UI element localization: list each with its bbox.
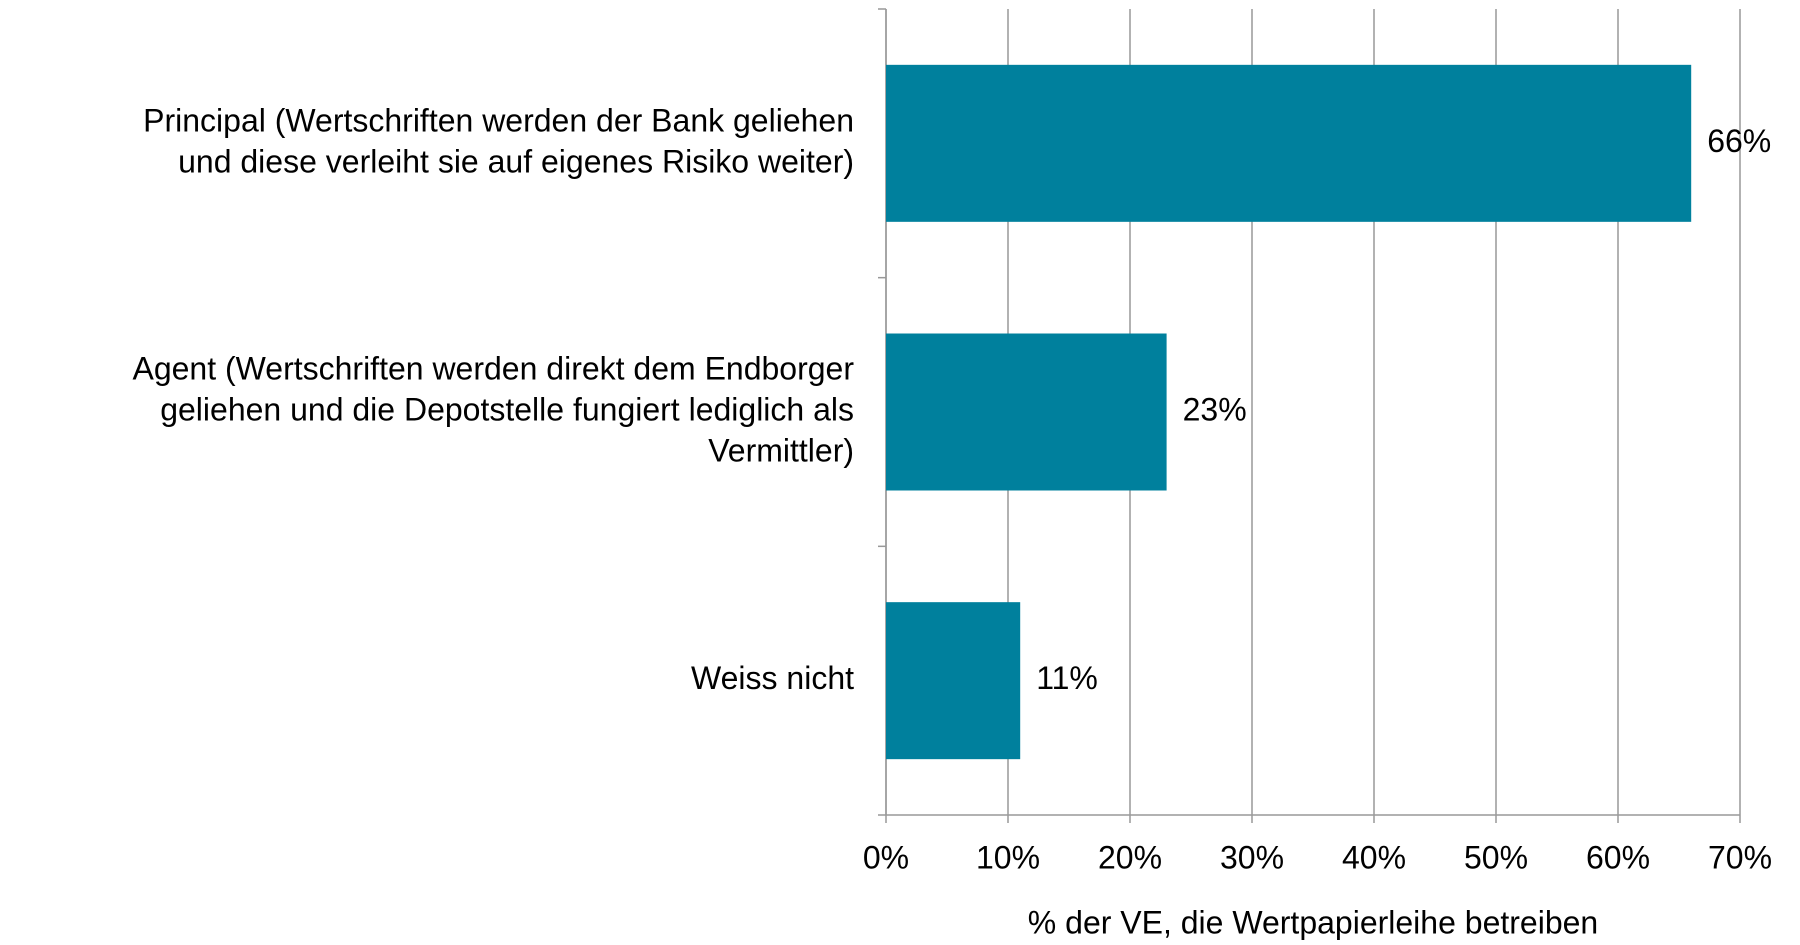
bar bbox=[886, 602, 1021, 760]
x-tick-label: 20% bbox=[1098, 839, 1162, 875]
x-tick-label: 60% bbox=[1586, 839, 1650, 875]
data-label: 66% bbox=[1707, 123, 1771, 159]
x-axis-label: % der VE, die Wertpapierleihe betreiben bbox=[1028, 904, 1598, 940]
y-tick-label: und diese verleiht sie auf eigenes Risik… bbox=[178, 143, 854, 179]
x-tick-label: 0% bbox=[863, 839, 909, 875]
data-label: 11% bbox=[1036, 660, 1098, 696]
bar bbox=[886, 64, 1692, 222]
y-tick-label: geliehen und die Depotstelle fungiert le… bbox=[160, 391, 854, 427]
x-tick-label: 50% bbox=[1464, 839, 1528, 875]
x-tick-label: 40% bbox=[1342, 839, 1406, 875]
data-label: 23% bbox=[1183, 391, 1247, 427]
x-tick-label: 70% bbox=[1708, 839, 1772, 875]
y-tick-label: Vermittler) bbox=[708, 432, 854, 468]
x-tick-label: 30% bbox=[1220, 839, 1284, 875]
y-tick-label: Weiss nicht bbox=[691, 660, 854, 696]
bar bbox=[886, 333, 1167, 491]
y-tick-label: Agent (Wertschriften werden direkt dem E… bbox=[132, 350, 854, 386]
y-tick-label: Principal (Wertschriften werden der Bank… bbox=[143, 102, 854, 138]
x-tick-label: 10% bbox=[976, 839, 1040, 875]
